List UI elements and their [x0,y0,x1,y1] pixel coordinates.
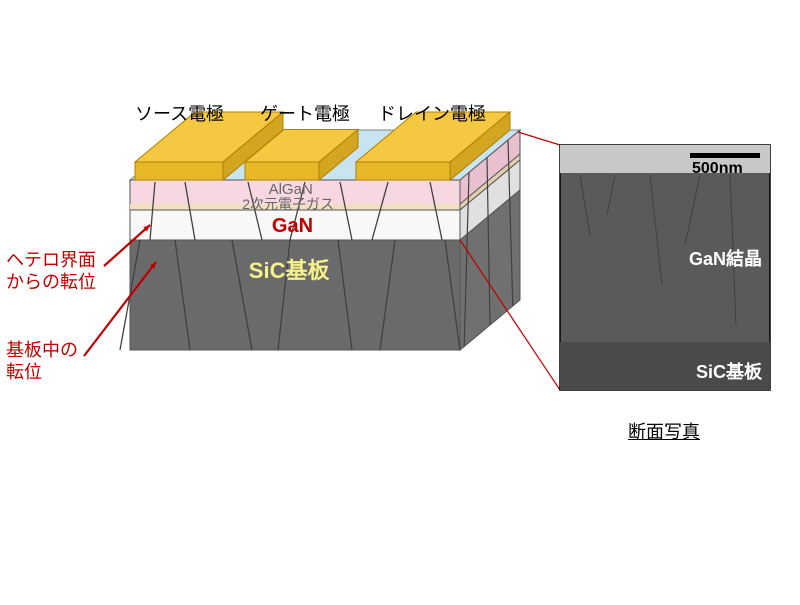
label-cross-section: 断面写真 [628,418,700,444]
svg-text:SiC基板: SiC基板 [696,361,763,382]
label-source-electrode: ソース電極 [135,100,224,126]
label-drain-electrode: ドレイン電極 [378,100,486,126]
svg-text:SiC基板: SiC基板 [249,258,331,283]
label-gate-electrode: ゲート電極 [260,100,350,126]
svg-text:GaN: GaN [272,215,313,237]
svg-text:GaN結晶: GaN結晶 [689,248,762,269]
label-hetero-disloc-2: からの転位 [6,268,96,294]
label-substrate-disloc-2: 転位 [6,358,42,384]
diagram-svg: AlGaN2次元電子ガスGaNSiC基板500nmGaN結晶SiC基板 [0,0,800,600]
svg-text:500nm: 500nm [692,160,743,177]
svg-text:2次元電子ガス: 2次元電子ガス [242,196,334,212]
